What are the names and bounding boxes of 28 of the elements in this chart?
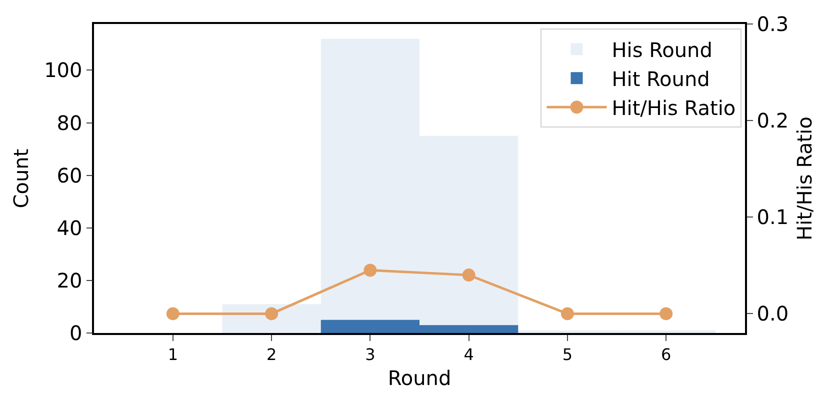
point bbox=[462, 268, 476, 282]
x-tick-label: 1 bbox=[168, 344, 178, 364]
x-tick-label: 6 bbox=[660, 344, 672, 364]
y2-tick-label: 0.0 bbox=[756, 302, 789, 326]
point bbox=[660, 307, 673, 320]
x-tick-label: 2 bbox=[266, 344, 277, 364]
x-tick-label: 3 bbox=[365, 344, 376, 364]
y-tick-label: 80 bbox=[56, 110, 82, 135]
y-tick-label: 40 bbox=[56, 216, 82, 240]
y-tick-label: 20 bbox=[56, 268, 82, 292]
y-tick-label: 100 bbox=[44, 58, 82, 82]
legend-label: Hit/His Ratio bbox=[612, 96, 736, 120]
x-axis-title: Round bbox=[388, 366, 452, 390]
point bbox=[265, 307, 278, 320]
y-tick-label: 60 bbox=[56, 163, 82, 188]
point bbox=[364, 264, 377, 277]
y-axis-title: Count bbox=[9, 148, 34, 208]
point bbox=[166, 307, 180, 320]
point bbox=[560, 307, 574, 320]
y2-tick-label: 0.1 bbox=[756, 205, 789, 230]
y2-tick-label: 0.3 bbox=[756, 12, 789, 36]
y-tick-label: 0 bbox=[70, 321, 82, 345]
x-tick-label: 4 bbox=[464, 344, 474, 364]
legend-label: Hit Round bbox=[612, 66, 710, 91]
x-tick-label: 5 bbox=[562, 344, 573, 364]
legend-label: His Round bbox=[612, 38, 712, 62]
y2-axis-title: Hit/His Ratio bbox=[792, 116, 817, 240]
y2-tick-label: 0.2 bbox=[756, 108, 789, 133]
